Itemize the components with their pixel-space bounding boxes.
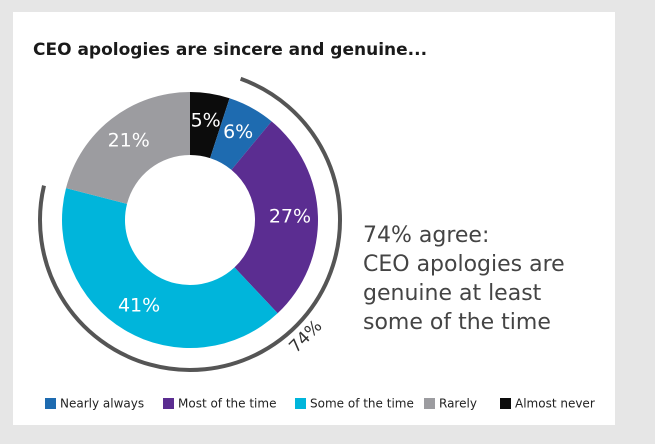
data-label: 41% (118, 295, 160, 317)
data-label: 6% (223, 121, 253, 143)
donut-slice (190, 92, 230, 159)
annotation-line: some of the time (363, 310, 551, 335)
donut-slice (210, 98, 272, 170)
legend-swatch (295, 398, 306, 409)
legend-label: Rarely (439, 397, 477, 411)
legend-label: Nearly always (60, 397, 144, 411)
legend-label: Almost never (515, 397, 595, 411)
data-label: 5% (191, 110, 221, 132)
legend-swatch (163, 398, 174, 409)
donut-slice (231, 121, 318, 314)
data-label: 27% (269, 205, 311, 227)
legend-swatch (45, 398, 56, 409)
donut-slice (66, 92, 190, 204)
legend-label: Some of the time (310, 397, 414, 411)
annotation-line: 74% agree: (363, 223, 489, 248)
legend-swatch (500, 398, 511, 409)
annotation-arc (38, 76, 342, 372)
legend-label: Most of the time (178, 397, 276, 411)
annotation-line: genuine at least (363, 281, 542, 306)
annotation-line: CEO apologies are (363, 252, 565, 277)
donut-slice (61, 188, 278, 349)
legend-swatch (424, 398, 435, 409)
data-label: 21% (108, 129, 150, 151)
chart-title: CEO apologies are sincere and genuine... (33, 40, 427, 60)
